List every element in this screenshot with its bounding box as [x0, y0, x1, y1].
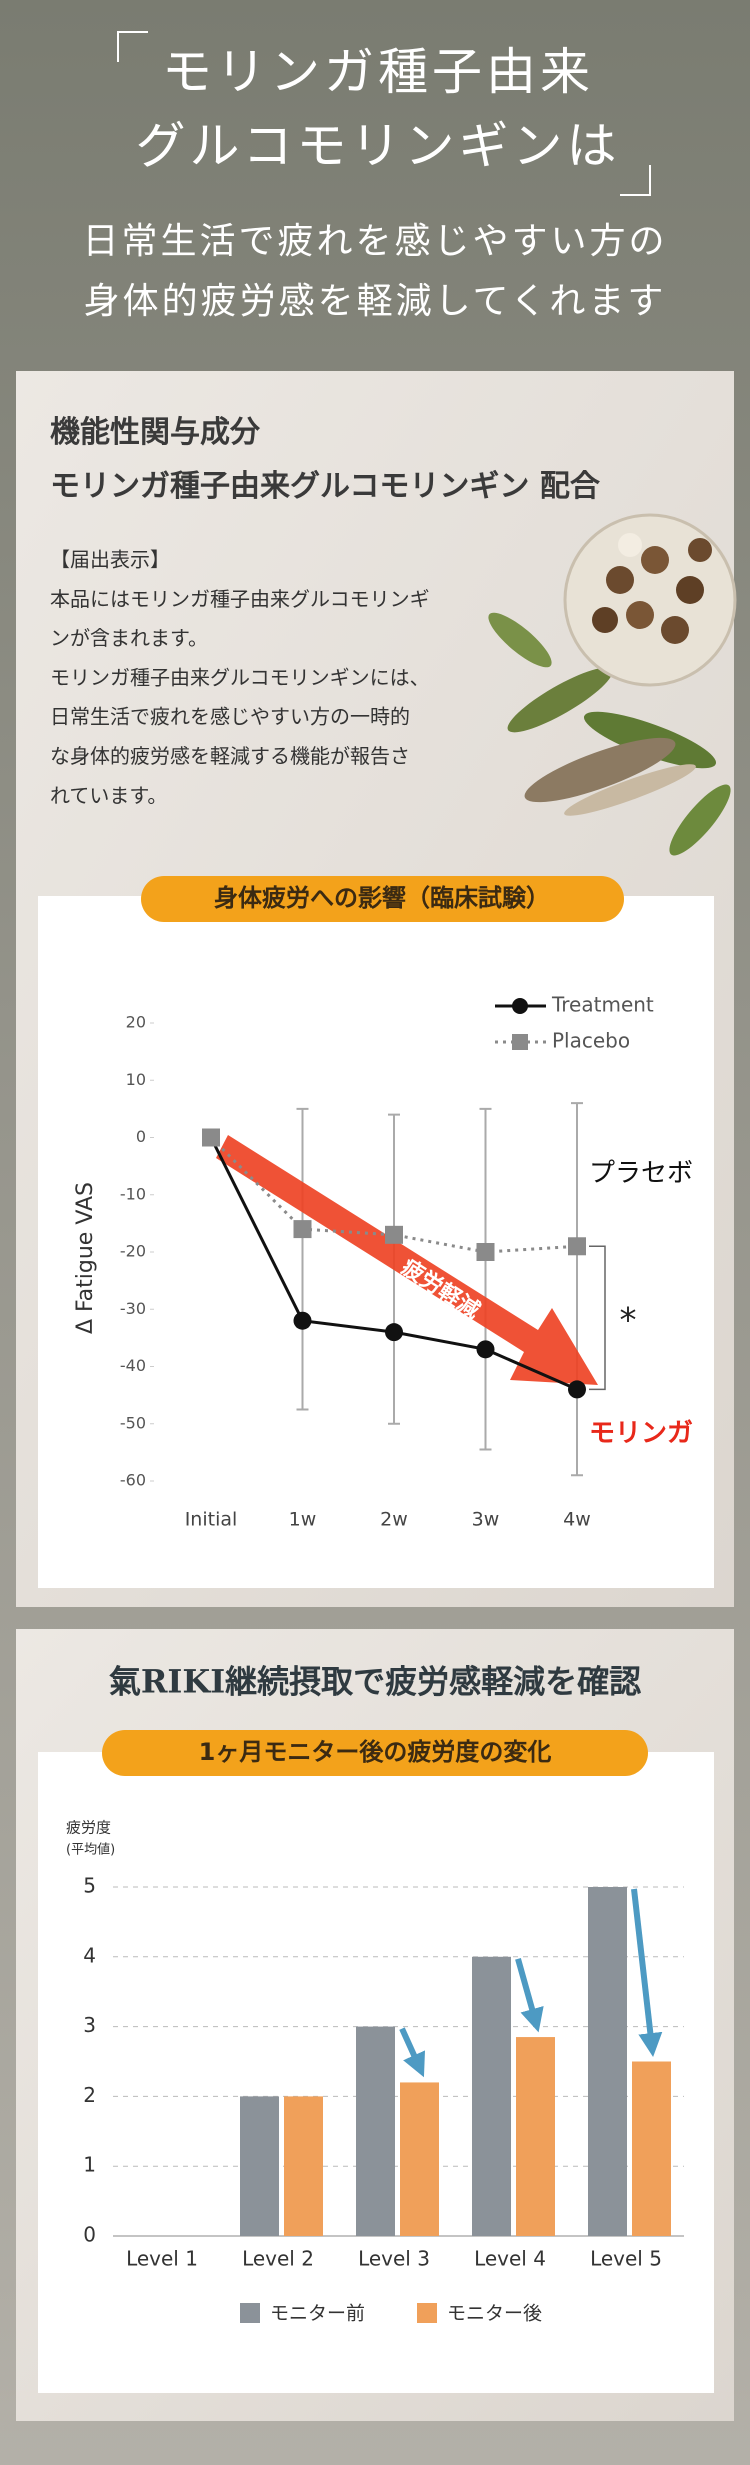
x-tick-label: Level 2	[242, 2247, 314, 2271]
y-tick-label: 0	[136, 1127, 146, 1146]
x-tick-label: Level 5	[590, 2247, 662, 2271]
marker	[568, 1237, 586, 1256]
legend-swatch	[417, 2303, 437, 2323]
bar	[240, 2096, 279, 2236]
bracket	[117, 31, 148, 62]
marker	[385, 1225, 403, 1244]
y-tick-label: -60	[120, 1471, 146, 1490]
y-tick-label: 10	[126, 1070, 146, 1089]
annotation: モリンガ	[589, 1419, 693, 1449]
notice-line: れています。	[50, 783, 167, 807]
bar	[588, 1887, 627, 2236]
notice-line: 本品にはモリンガ種子由来グルコモリンギ	[50, 587, 430, 611]
significance-bracket	[589, 1245, 606, 1391]
chart-title: 身体疲労への影響（臨床試験）	[214, 884, 550, 912]
y-tick-label: 5	[83, 1874, 96, 1898]
marker	[293, 1220, 312, 1239]
significance: *	[620, 1301, 637, 1341]
change-arrow	[631, 1888, 663, 2058]
marker	[476, 1340, 495, 1359]
y-axis-label: 疲労度	[66, 1819, 111, 1837]
trend-arrow	[216, 1135, 598, 1385]
x-tick-label: Level 4	[474, 2247, 546, 2271]
error-bar	[571, 1102, 583, 1477]
marker	[476, 1243, 495, 1261]
x-tick-label: Level 1	[126, 2247, 198, 2271]
y-tick-label: 2	[83, 2083, 96, 2107]
legend-label: Treatment	[551, 993, 654, 1017]
bar	[400, 2082, 439, 2236]
title-line: グルコモリンギンは	[136, 117, 621, 175]
badge	[102, 1730, 648, 1776]
annotation: プラセボ	[589, 1159, 693, 1189]
x-tick-label: 4w	[563, 1509, 591, 1531]
marker	[385, 1323, 403, 1342]
change-arrow	[515, 1957, 544, 2033]
y-axis-label: Δ Fatigue VAS	[73, 1182, 98, 1334]
subtitle-line: 身体的疲労感を軽減してくれます	[84, 281, 667, 322]
section-title: 氣RIKI継続摂取で疲労感軽減を確認	[109, 1663, 641, 1701]
heading: モリンガ種子由来グルコモリンギン 配合	[50, 469, 601, 504]
y-tick-label: -30	[120, 1299, 146, 1318]
y-axis-label: (平均値)	[66, 1842, 115, 1858]
error-bar	[296, 1107, 309, 1411]
marker	[568, 1380, 586, 1399]
error-bar	[479, 1107, 492, 1451]
bar	[356, 2026, 395, 2236]
x-tick-label: 2w	[380, 1509, 408, 1531]
y-tick-label: -40	[120, 1356, 146, 1375]
bar	[284, 2096, 323, 2236]
bar	[632, 2061, 671, 2236]
marker	[293, 1311, 312, 1330]
moringa-illustration	[488, 513, 737, 856]
marker	[202, 1128, 220, 1147]
y-tick-label: -20	[120, 1242, 146, 1261]
chart-title: 1ヶ月モニター後の疲労度の変化	[199, 1738, 552, 1766]
legend-marker	[512, 1034, 528, 1050]
subtitle-line: 日常生活で疲れを感じやすい方の	[82, 221, 667, 262]
legend-swatch	[240, 2303, 260, 2323]
x-tick-label: Initial	[185, 1509, 238, 1531]
legend-label: モニター後	[447, 2303, 542, 2325]
notice-line: ンが含まれます。	[50, 626, 208, 650]
y-tick-label: 3	[83, 2013, 96, 2037]
notice-line: モリンガ種子由来グルコモリンギンには、	[50, 665, 430, 689]
legend-label: Placebo	[552, 1029, 630, 1053]
bar	[472, 1956, 511, 2236]
y-tick-label: -50	[120, 1413, 146, 1432]
legend-marker	[512, 998, 528, 1014]
y-tick-label: 1	[83, 2153, 96, 2177]
notice-line: 日常生活で疲れを感じやすい方の一時的	[50, 705, 410, 729]
y-tick-label: -10	[120, 1184, 146, 1203]
bracket	[620, 165, 651, 196]
legend-label: モニター前	[270, 2303, 365, 2325]
notice-line: な身体的疲労感を軽減する機能が報告さ	[50, 744, 410, 768]
notice-line: 【届出表示】	[50, 548, 170, 572]
x-tick-label: Level 3	[358, 2247, 430, 2271]
title-line: モリンガ種子由来	[162, 43, 594, 101]
heading: 機能性関与成分	[50, 415, 261, 450]
change-arrow	[399, 2027, 426, 2078]
y-tick-label: 0	[83, 2223, 96, 2247]
x-tick-label: 1w	[289, 1509, 317, 1531]
y-tick-label: 4	[83, 1943, 96, 1967]
x-tick-label: 3w	[472, 1509, 500, 1531]
bar	[516, 2037, 555, 2236]
y-tick-label: 20	[126, 1013, 146, 1032]
badge	[141, 876, 624, 922]
series-line	[209, 1136, 578, 1254]
